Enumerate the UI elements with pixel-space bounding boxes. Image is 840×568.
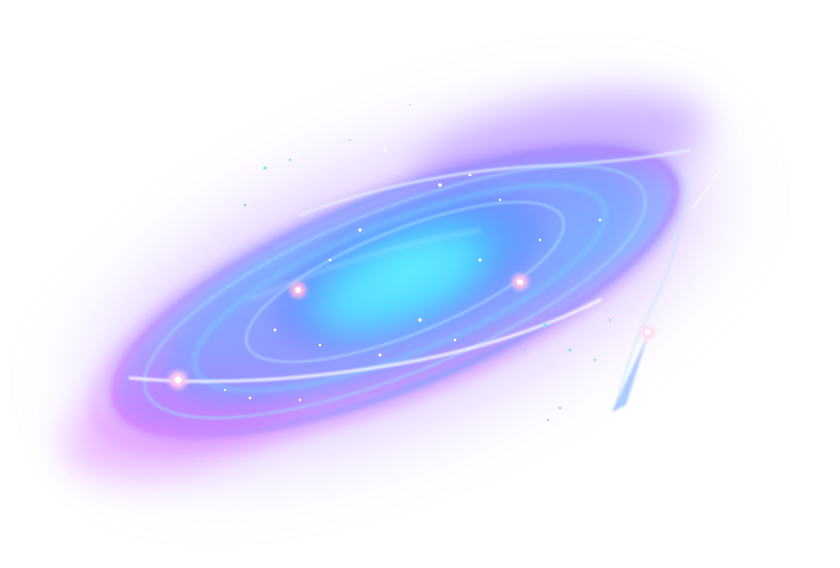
light-streaks: [128, 148, 721, 411]
meteor-right: [612, 325, 655, 412]
galaxy-core: [259, 181, 561, 359]
sparkle-nodes: [169, 274, 528, 389]
orbital-rings: [90, 146, 680, 454]
particles: [223, 104, 612, 422]
